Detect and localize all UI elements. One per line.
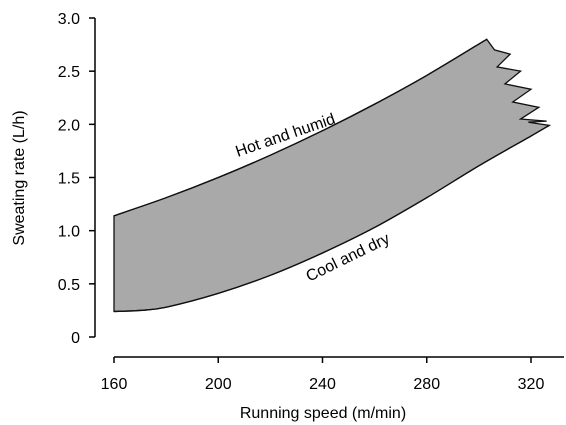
y-tick-label: 2.0 — [58, 117, 80, 134]
x-tick-label: 240 — [309, 376, 336, 393]
y-axis-title: Sweating rate (L/h) — [11, 110, 28, 245]
axes — [89, 17, 564, 363]
y-tick-label: 1.5 — [58, 171, 80, 188]
x-tick-label: 280 — [413, 376, 440, 393]
x-axis-title: Running speed (m/min) — [240, 405, 406, 422]
plot-area — [113, 38, 552, 313]
series-line-cool-and-dry — [113, 124, 550, 313]
y-tick-label: 2.5 — [58, 64, 80, 81]
y-tick-label: 3.0 — [58, 11, 80, 28]
series-line-hot-and-humid — [113, 38, 488, 217]
y-tick-label: 0.5 — [58, 277, 80, 294]
y-tick-label: 0 — [71, 330, 80, 347]
x-tick-label: 320 — [518, 376, 545, 393]
x-tick-label: 160 — [101, 376, 128, 393]
y-tick-label: 1.0 — [58, 224, 80, 241]
x-tick-label: 200 — [205, 376, 232, 393]
